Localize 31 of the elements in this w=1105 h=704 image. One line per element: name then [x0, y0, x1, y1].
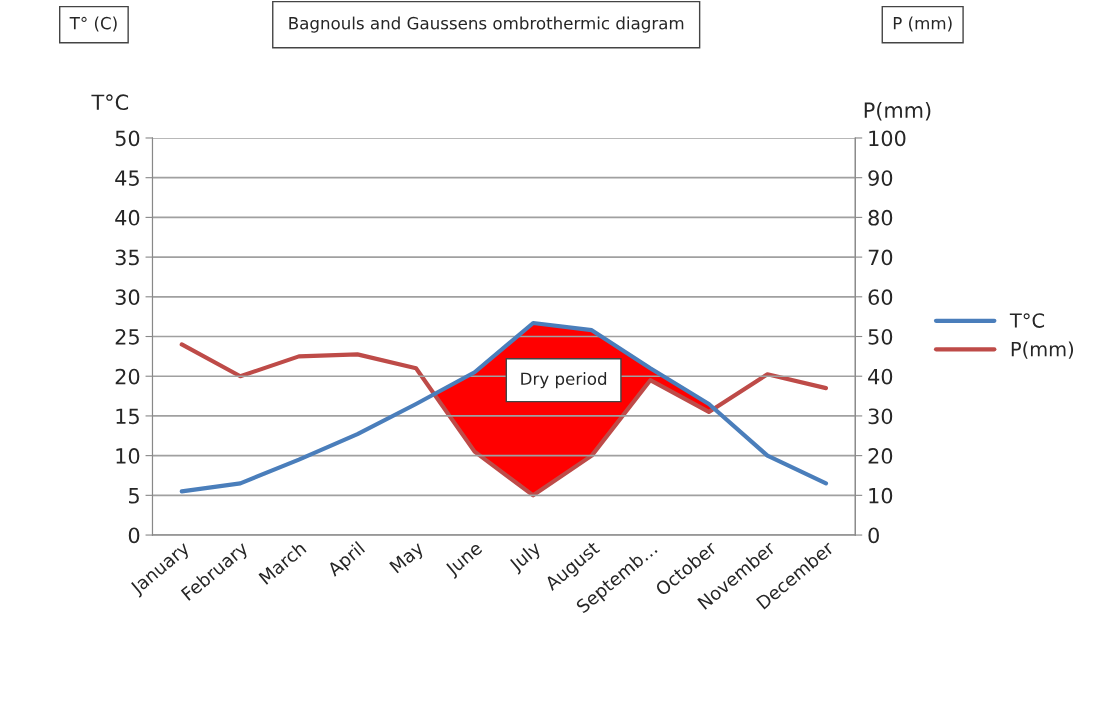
text: T° (C): [69, 16, 117, 32]
y2-tick-label: 50: [868, 328, 893, 345]
x-tick-label: May: [389, 540, 427, 577]
y2-tick-label: 0: [868, 527, 879, 544]
y2-tick-label: 90: [868, 170, 893, 186]
legend-label: P(mm): [1011, 341, 1074, 359]
y-tick-label: 0: [128, 527, 140, 544]
y2-axis-title: P(mm): [864, 101, 931, 121]
y-tick-label: 40: [115, 209, 140, 226]
y2-tick-label: 30: [868, 408, 893, 425]
y-tick-label: 5: [129, 488, 139, 504]
y-tick-label: 50: [115, 130, 140, 147]
legend-label: T°C: [1009, 313, 1045, 328]
annotation: Dry period: [521, 372, 607, 389]
y2-tick-label: 40: [868, 368, 893, 385]
y-tick-label: 20: [115, 368, 140, 385]
y-tick-label: 10: [116, 448, 140, 464]
y2-tick-label: 60: [868, 289, 893, 306]
y-tick-label: 25: [115, 328, 139, 345]
y-tick-label: 30: [115, 289, 140, 306]
chart-title: Bagnouls and Gaussens ombrothermic diagram: [289, 16, 684, 33]
y2-tick-label: 80: [868, 209, 893, 226]
y2-tick-label: 100: [869, 130, 906, 147]
y2-tick-label: 70: [868, 249, 893, 266]
y2-tick-label: 10: [869, 487, 893, 504]
y2-tick-label: 20: [868, 448, 893, 464]
text: P (mm): [893, 16, 952, 32]
y-tick-label: 35: [115, 249, 139, 266]
y-axis-title: T°C: [91, 94, 129, 111]
y-tick-label: 15: [116, 408, 139, 425]
y-tick-label: 45: [115, 170, 139, 186]
